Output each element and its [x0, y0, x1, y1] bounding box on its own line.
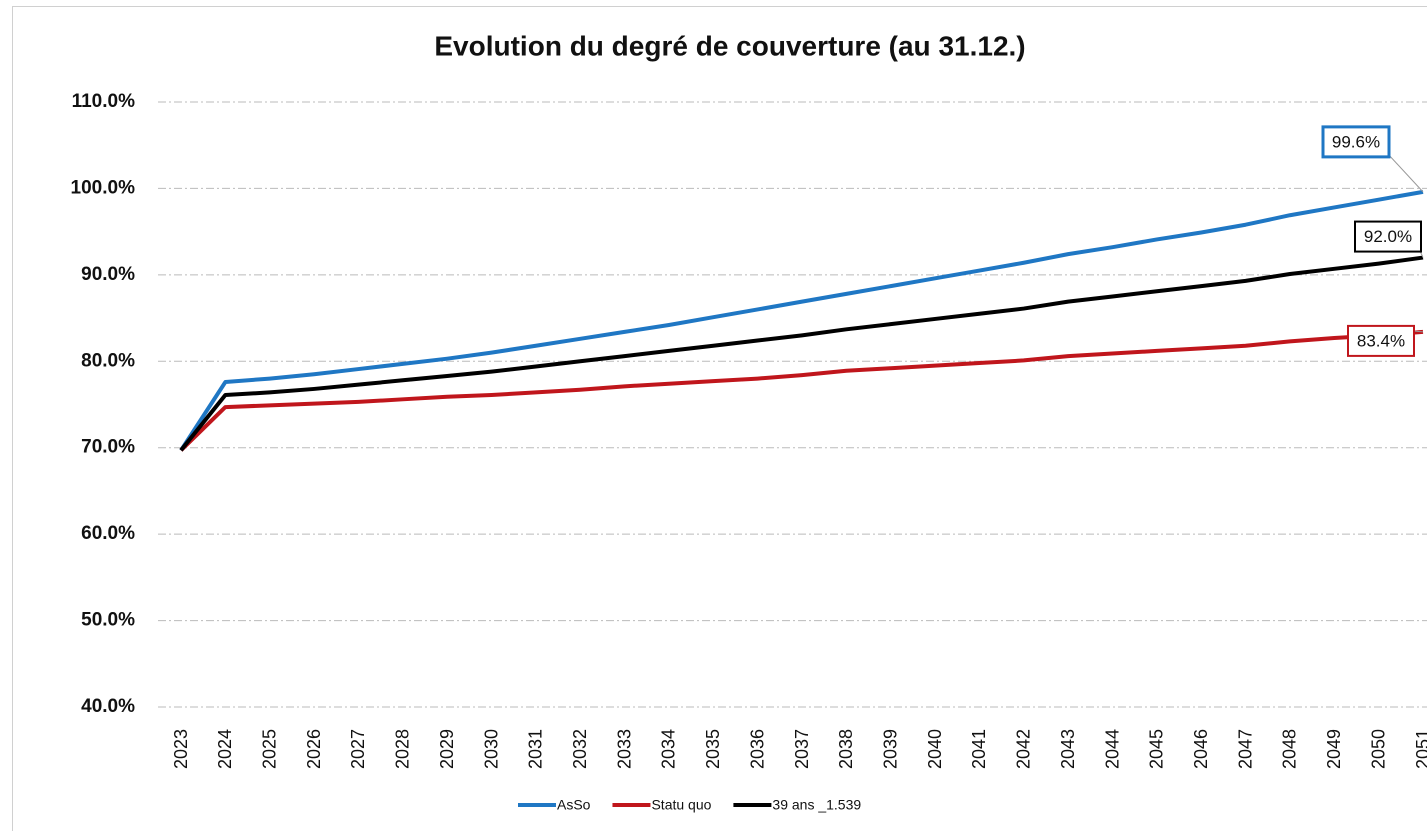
x-tick-label: 2047 [1235, 729, 1255, 769]
x-tick-label: 2040 [925, 729, 945, 769]
x-tick-label: 2051 [1413, 729, 1427, 769]
x-tick-label: 2034 [659, 729, 679, 769]
data-label: 99.6% [1332, 132, 1380, 151]
x-tick-label: 2030 [481, 729, 501, 769]
x-tick-label: 2028 [393, 729, 413, 769]
x-tick-label: 2041 [969, 729, 989, 769]
y-tick-label: 60.0% [81, 523, 135, 544]
x-tick-label: 2023 [171, 729, 191, 769]
y-tick-label: 70.0% [81, 437, 135, 458]
x-tick-label: 2046 [1191, 729, 1211, 769]
label-box [1321, 125, 1391, 159]
data-label: 83.4% [1357, 331, 1405, 350]
series-line [179, 329, 1424, 452]
label-box [1354, 220, 1422, 253]
series-line [179, 189, 1424, 452]
label-box [1347, 324, 1415, 357]
x-tick-label: 2032 [570, 729, 590, 769]
x-tick-label: 2050 [1368, 729, 1388, 769]
x-tick-label: 2035 [703, 729, 723, 769]
x-tick-label: 2025 [259, 729, 279, 769]
x-tick-label: 2037 [792, 729, 812, 769]
x-tick-label: 2026 [304, 729, 324, 769]
y-tick-label: 40.0% [81, 696, 135, 717]
y-tick-label: 110.0% [72, 91, 135, 112]
chart-frame [12, 6, 1427, 831]
series-line [179, 255, 1424, 452]
y-tick-label: 100.0% [71, 177, 136, 198]
legend-label: 39 ans _1.539 [772, 797, 861, 813]
chart-title: Evolution du degré de couverture (au 31.… [434, 30, 1025, 61]
x-tick-label: 2043 [1058, 729, 1078, 769]
legend-label: Statu quo [651, 797, 711, 813]
x-tick-label: 2044 [1102, 729, 1122, 769]
x-tick-label: 2029 [437, 729, 457, 769]
x-tick-label: 2042 [1014, 729, 1034, 769]
y-tick-label: 90.0% [81, 264, 135, 285]
x-tick-label: 2049 [1324, 729, 1344, 769]
leader-line [1385, 151, 1424, 193]
x-tick-label: 2036 [747, 729, 767, 769]
x-tick-label: 2038 [836, 729, 856, 769]
x-tick-label: 2048 [1280, 729, 1300, 769]
x-tick-label: 2027 [348, 729, 368, 769]
x-tick-label: 2033 [614, 729, 634, 769]
x-tick-label: 2039 [880, 729, 900, 769]
x-tick-label: 2024 [215, 729, 235, 769]
y-tick-label: 80.0% [81, 350, 135, 371]
legend-label: AsSo [557, 797, 591, 813]
data-label: 92.0% [1364, 227, 1412, 246]
x-tick-label: 2031 [526, 729, 546, 769]
x-tick-label: 2045 [1147, 729, 1167, 769]
y-tick-label: 50.0% [81, 610, 135, 631]
